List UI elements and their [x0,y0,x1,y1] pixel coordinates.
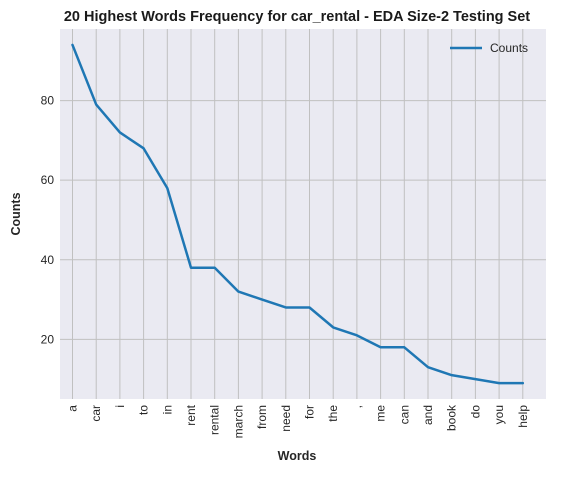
plot-area [60,29,546,399]
x-tick-label: for [303,405,317,419]
y-tick-labels: 20 40 60 80 [41,94,55,347]
x-tick-label: rent [184,404,198,425]
x-tick-label: rental [208,405,222,435]
x-tick-label: in [160,405,174,414]
x-tick-label: do [468,405,482,419]
x-tick-label: help [516,405,530,428]
x-tick-label: book [445,404,459,431]
x-tick-label: march [231,405,245,438]
y-tick-label: 80 [41,94,55,108]
x-tick-label: from [255,405,269,429]
x-tick-label: me [374,405,388,422]
y-axis-label: Counts [9,192,23,235]
y-tick-label: 40 [41,253,55,267]
x-tick-label: can [397,405,411,424]
x-tick-label: need [279,405,293,432]
y-tick-label: 20 [41,332,55,346]
x-tick-label: you [492,405,506,424]
x-tick-label: , [350,405,364,408]
x-tick-label: i [113,405,127,408]
x-axis-label: Words [278,449,317,463]
x-tick-label: the [326,405,340,422]
legend-label-counts: Counts [490,41,528,55]
x-tick-label: car [89,405,103,422]
chart-title: 20 Highest Words Frequency for car_renta… [64,9,530,25]
x-tick-label: and [421,405,435,425]
x-tick-label: to [137,405,151,415]
x-tick-label: a [66,405,80,412]
y-tick-label: 60 [41,173,55,187]
